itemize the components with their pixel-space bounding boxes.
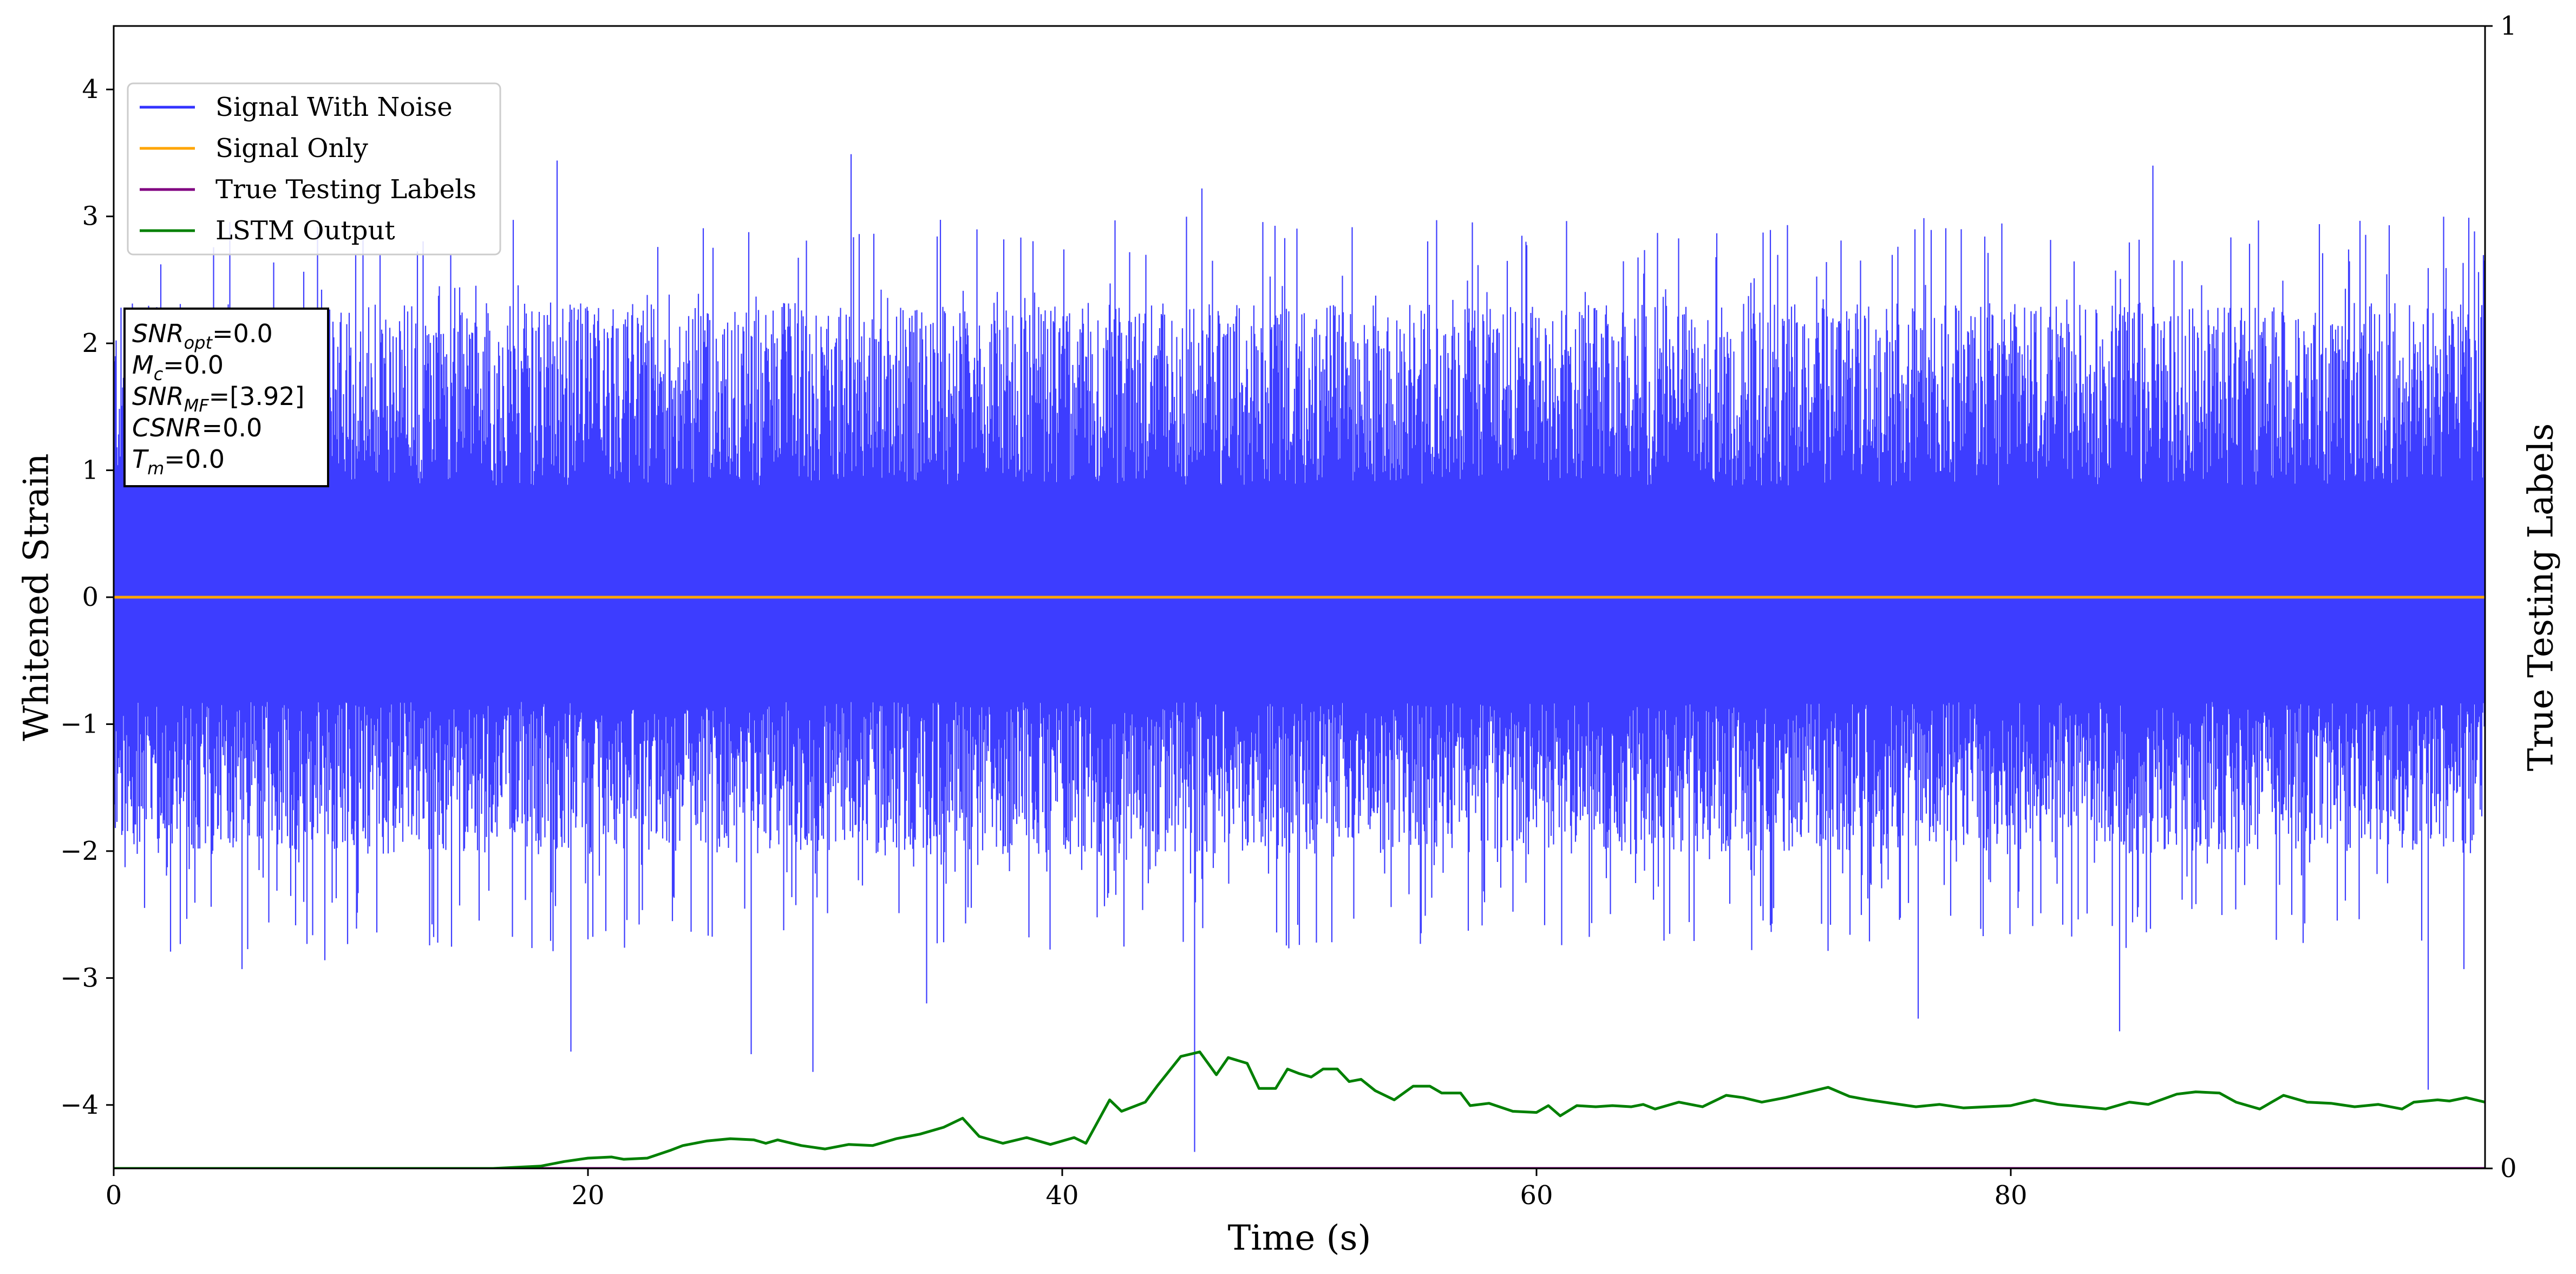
legend-frame bbox=[127, 82, 501, 256]
x-axis-ticks: 0 20 40 60 80 bbox=[106, 1168, 2028, 1211]
x-tick-label: 80 bbox=[1994, 1180, 2027, 1211]
lstm-output-line bbox=[114, 1050, 2485, 1168]
legend-entry-label: True Testing Labels bbox=[215, 174, 476, 205]
annotation-frame bbox=[123, 308, 329, 487]
right-y-tick-label: 1 bbox=[2500, 11, 2517, 41]
line-series-group bbox=[114, 596, 2485, 1168]
annotation-line: Tm=0.0 bbox=[132, 445, 225, 479]
annotation-line: SNRMF=[3.92] bbox=[132, 382, 304, 416]
right-y-axis-ticks: 01 bbox=[2485, 11, 2517, 1184]
y-axis-ticks: −4 −3 −2 −1 0 1 2 3 4 bbox=[60, 74, 114, 1120]
x-axis-title: Time (s) bbox=[1228, 1218, 1371, 1258]
legend-entry-label: LSTM Output bbox=[215, 215, 395, 246]
y-tick-label: 3 bbox=[82, 201, 99, 232]
right-y-tick-label: 0 bbox=[2500, 1153, 2517, 1184]
legend: Signal With Noise Signal Only True Testing… bbox=[127, 82, 501, 256]
legend-entry-label: Signal Only bbox=[215, 133, 368, 164]
x-tick-label: 20 bbox=[571, 1180, 604, 1211]
y-tick-label: 4 bbox=[82, 74, 99, 104]
x-tick-label: 0 bbox=[106, 1180, 122, 1211]
y-tick-label: 1 bbox=[82, 455, 99, 486]
y-axis-title: Whitened Strain bbox=[17, 453, 57, 741]
y-tick-label: −3 bbox=[60, 963, 99, 993]
annotation-line: Mc=0.0 bbox=[132, 350, 224, 384]
annotation-line: CSNR=0.0 bbox=[132, 413, 262, 442]
x-tick-label: 60 bbox=[1520, 1180, 1553, 1211]
x-tick-label: 40 bbox=[1045, 1180, 1078, 1211]
annotation-line: SNRopt=0.0 bbox=[132, 319, 273, 353]
y-tick-label: −4 bbox=[60, 1090, 99, 1120]
y-tick-label: −2 bbox=[60, 836, 99, 866]
legend-entry-label: Signal With Noise bbox=[215, 92, 453, 122]
y-tick-label: 0 bbox=[82, 582, 99, 612]
right-y-axis-title: True Testing Labels bbox=[2521, 423, 2561, 772]
y-tick-label: −1 bbox=[60, 709, 99, 739]
y-tick-label: 2 bbox=[82, 328, 99, 358]
